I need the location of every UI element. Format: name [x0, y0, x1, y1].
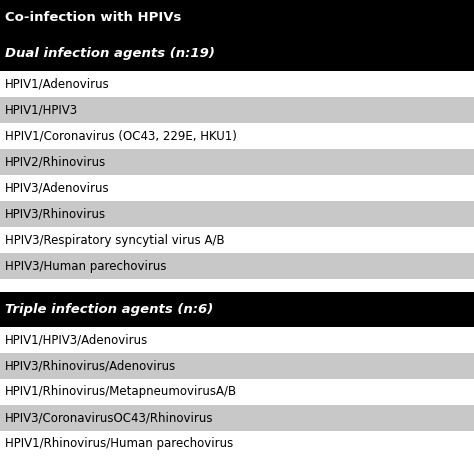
Bar	[0, 327, 474, 353]
Bar	[0, 227, 474, 253]
Text: Dual infection agents (n:19): Dual infection agents (n:19)	[5, 47, 215, 60]
Text: HPIV1/Coronavirus (OC43, 229E, HKU1): HPIV1/Coronavirus (OC43, 229E, HKU1)	[5, 129, 237, 142]
Text: HPIV3/Respiratory syncytial virus A/B: HPIV3/Respiratory syncytial virus A/B	[5, 234, 224, 246]
Bar	[0, 34, 474, 36]
Bar	[0, 97, 474, 123]
Bar	[0, 292, 474, 327]
Bar	[0, 201, 474, 227]
Text: HPIV1/Adenovirus: HPIV1/Adenovirus	[5, 77, 109, 90]
Text: Co-infection with HPIVs: Co-infection with HPIVs	[5, 10, 181, 24]
Text: HPIV3/Rhinovirus/Adenovirus: HPIV3/Rhinovirus/Adenovirus	[5, 359, 176, 372]
Bar	[0, 253, 474, 279]
Bar	[0, 353, 474, 379]
Bar	[0, 36, 474, 71]
Bar	[0, 405, 474, 431]
Text: Triple infection agents (n:6): Triple infection agents (n:6)	[5, 303, 213, 316]
Bar	[0, 431, 474, 457]
Bar	[0, 123, 474, 149]
Bar	[0, 149, 474, 175]
Text: HPIV1/Rhinovirus/Human parechovirus: HPIV1/Rhinovirus/Human parechovirus	[5, 438, 233, 450]
Bar	[0, 71, 474, 97]
Text: HPIV1/Rhinovirus/MetapneumovirusA/B: HPIV1/Rhinovirus/MetapneumovirusA/B	[5, 385, 237, 398]
Text: HPIV3/Human parechovirus: HPIV3/Human parechovirus	[5, 260, 166, 273]
Text: HPIV1/HPIV3/Adenovirus: HPIV1/HPIV3/Adenovirus	[5, 333, 148, 346]
Text: HPIV3/Rhinovirus: HPIV3/Rhinovirus	[5, 208, 106, 220]
Text: HPIV3/Adenovirus: HPIV3/Adenovirus	[5, 182, 109, 194]
Bar	[0, 379, 474, 405]
Bar	[0, 175, 474, 201]
Text: HPIV1/HPIV3: HPIV1/HPIV3	[5, 103, 78, 116]
Text: HPIV3/CoronavirusOC43/Rhinovirus: HPIV3/CoronavirusOC43/Rhinovirus	[5, 411, 213, 424]
Bar	[0, 0, 474, 34]
Text: HPIV2/Rhinovirus: HPIV2/Rhinovirus	[5, 155, 106, 168]
